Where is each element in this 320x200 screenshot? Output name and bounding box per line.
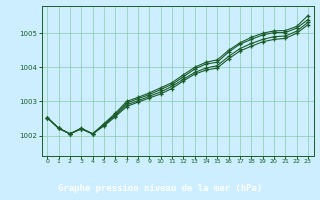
Text: Graphe pression niveau de la mer (hPa): Graphe pression niveau de la mer (hPa)	[58, 184, 262, 193]
